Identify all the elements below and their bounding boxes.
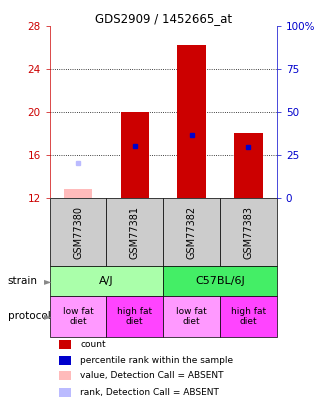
Text: low fat
diet: low fat diet [63,307,93,326]
Text: GSM77383: GSM77383 [244,205,253,258]
Text: high fat
diet: high fat diet [231,307,266,326]
Bar [163,266,277,296]
Bar [163,296,220,337]
Bar [106,296,163,337]
Text: percentile rank within the sample: percentile rank within the sample [80,356,233,365]
Bar [220,198,277,266]
Bar [121,112,149,198]
Bar [234,134,263,198]
Text: C57BL/6J: C57BL/6J [195,276,245,286]
Text: GSM77381: GSM77381 [130,205,140,258]
Bar [163,198,220,266]
Text: high fat
diet: high fat diet [117,307,152,326]
Text: low fat
diet: low fat diet [176,307,207,326]
Text: strain: strain [8,276,37,286]
Text: A/J: A/J [99,276,114,286]
Text: rank, Detection Call = ABSENT: rank, Detection Call = ABSENT [80,388,219,397]
Text: ►: ► [44,276,52,286]
Text: protocol: protocol [8,311,50,322]
Bar [177,45,206,198]
Bar [50,198,106,266]
Bar [59,388,71,397]
Title: GDS2909 / 1452665_at: GDS2909 / 1452665_at [95,12,232,25]
Text: GSM77382: GSM77382 [187,205,196,258]
Bar [64,189,92,198]
Text: value, Detection Call = ABSENT: value, Detection Call = ABSENT [80,371,224,380]
Bar [59,341,71,350]
Bar [50,296,106,337]
Text: GSM77380: GSM77380 [73,205,83,258]
Bar [59,356,71,364]
Bar [59,371,71,380]
Text: count: count [80,341,106,350]
Bar [106,198,163,266]
Text: ►: ► [44,311,52,322]
Bar [220,296,277,337]
Bar [50,266,163,296]
